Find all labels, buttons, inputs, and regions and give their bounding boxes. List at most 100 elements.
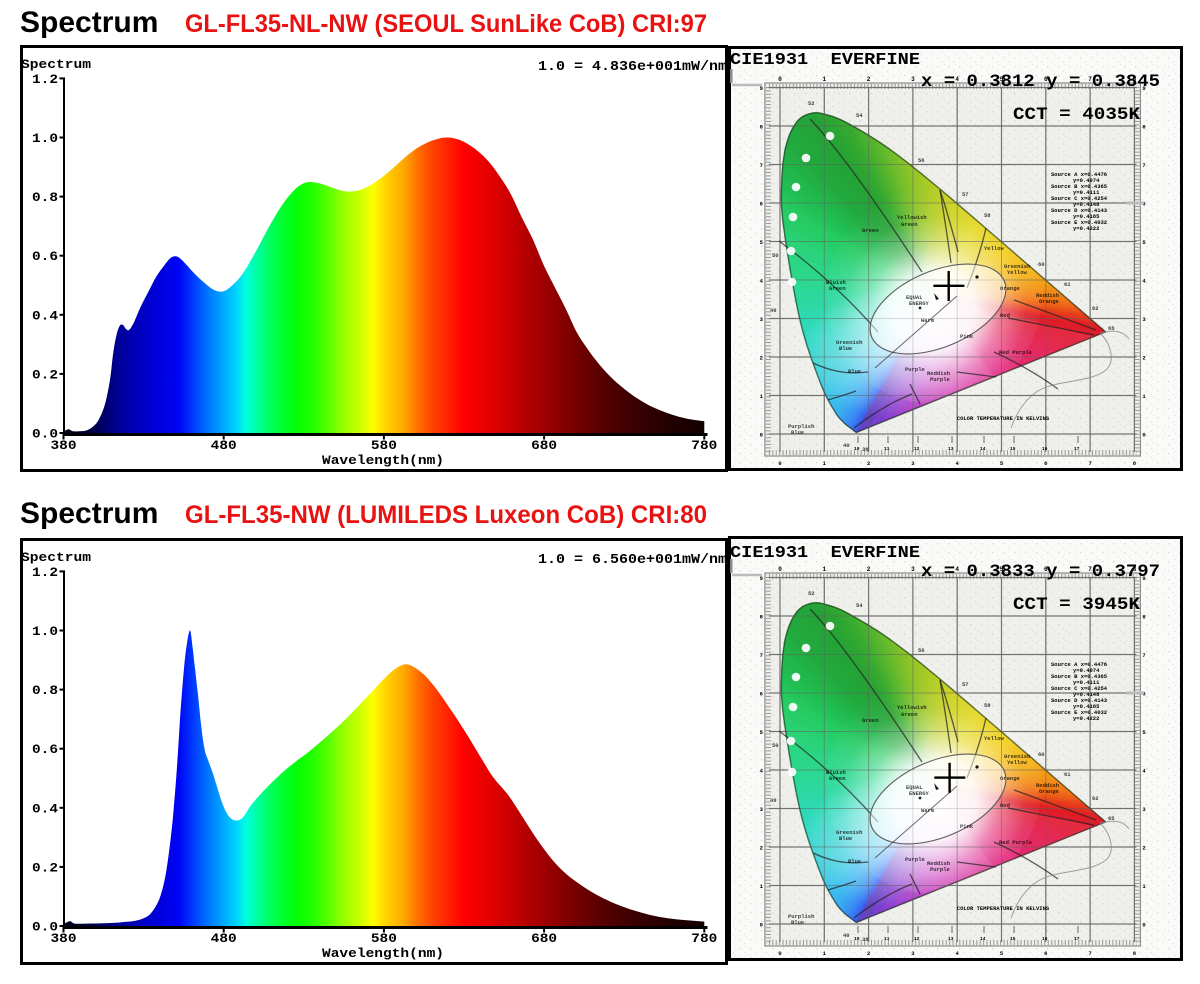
svg-text:y=0.4185: y=0.4185 [1073,703,1100,710]
svg-text:Purple: Purple [930,376,951,383]
svg-text:49: 49 [770,797,777,804]
svg-text:1: 1 [823,460,827,467]
svg-text:7: 7 [1142,652,1145,659]
svg-text:0: 0 [778,76,782,83]
svg-text:7: 7 [760,652,763,659]
svg-text:3: 3 [911,566,915,573]
svg-text:780: 780 [691,438,717,453]
svg-text:0.4: 0.4 [32,801,58,816]
svg-text:Yellowish: Yellowish [897,214,927,221]
svg-text:Warm: Warm [921,317,935,324]
svg-text:Green: Green [901,711,918,718]
svg-text:Green: Green [901,221,918,228]
svg-text:Source B x=0.4365: Source B x=0.4365 [1051,183,1108,190]
svg-text:Orange: Orange [1039,298,1060,305]
svg-text:y=0.4185: y=0.4185 [1073,213,1100,220]
svg-text:0: 0 [760,922,763,929]
svg-text:0: 0 [778,460,781,467]
svg-text:Source A x=0.4476: Source A x=0.4476 [1051,661,1107,668]
svg-text:Spectrum: Spectrum [20,6,158,39]
svg-text:4: 4 [956,460,960,467]
svg-text:2: 2 [867,460,870,467]
svg-text:Green: Green [862,717,879,724]
svg-text:580: 580 [371,931,397,946]
svg-text:61: 61 [1064,281,1071,288]
svg-text:3: 3 [760,316,764,323]
svg-text:Source A x=0.4476: Source A x=0.4476 [1051,171,1107,178]
svg-text:8: 8 [1133,460,1137,467]
svg-text:y=0.4222: y=0.4222 [1073,225,1099,232]
svg-text:380: 380 [51,931,77,946]
svg-text:12: 12 [914,446,920,452]
svg-text:11: 11 [884,446,890,452]
svg-text:Pink: Pink [960,823,974,830]
svg-text:4: 4 [760,278,764,285]
svg-text:y=0.4074: y=0.4074 [1073,177,1100,184]
svg-text:Yellow: Yellow [984,735,1005,742]
svg-text:Yellow: Yellow [984,245,1005,252]
svg-text:40: 40 [843,932,850,939]
svg-text:Source D x=0.4143: Source D x=0.4143 [1051,207,1108,214]
svg-text:1.2: 1.2 [32,565,58,580]
svg-text:0.4: 0.4 [32,308,58,323]
svg-text:Bluish: Bluish [826,769,846,776]
svg-text:Reddish: Reddish [927,370,950,377]
svg-text:2: 2 [760,355,763,362]
svg-text:CCT = 3945K: CCT = 3945K [1013,595,1141,615]
svg-text:10: 10 [854,446,860,452]
svg-text:8: 8 [1133,566,1137,573]
svg-text:Greenish: Greenish [1004,263,1030,270]
svg-text:0: 0 [1142,922,1145,929]
svg-text:2: 2 [760,845,763,852]
svg-text:y=0.4111: y=0.4111 [1073,679,1100,686]
svg-text:Bluish: Bluish [826,279,846,286]
svg-text:65: 65 [1108,815,1115,822]
svg-text:60: 60 [1038,751,1045,758]
svg-text:56: 56 [918,157,925,164]
svg-text:Orange: Orange [1039,788,1060,795]
svg-text:6: 6 [1044,950,1047,957]
svg-text:Reddish: Reddish [1036,292,1059,299]
svg-text:Yellow: Yellow [1007,269,1028,276]
svg-text:5: 5 [1000,566,1004,573]
svg-text:EQUAL: EQUAL [906,784,923,791]
svg-text:3: 3 [911,460,915,467]
svg-text:6: 6 [1044,76,1048,83]
svg-text:12: 12 [914,936,920,942]
svg-text:Blue: Blue [791,919,805,926]
svg-text:Green: Green [829,285,846,292]
svg-text:Source E x=0.4032: Source E x=0.4032 [1051,219,1107,226]
svg-text:Blue: Blue [848,858,862,865]
svg-text:x = 0.3833 y = 0.3797: x = 0.3833 y = 0.3797 [921,562,1160,582]
svg-text:7: 7 [1088,566,1092,573]
svg-text:GL-FL35-NW (LUMILEDS Luxeon Co: GL-FL35-NW (LUMILEDS Luxeon CoB) CRI:80 [185,501,707,529]
svg-text:Wavelength(nm): Wavelength(nm) [322,453,444,468]
svg-text:62: 62 [1092,305,1099,312]
svg-text:13: 13 [948,936,954,942]
svg-text:y=0.4148: y=0.4148 [1073,201,1100,208]
svg-text:y=0.4074: y=0.4074 [1073,667,1100,674]
svg-text:Spectrum: Spectrum [21,550,91,565]
svg-text:6: 6 [1142,691,1145,698]
svg-text:580: 580 [371,438,397,453]
svg-text:380: 380 [51,438,77,453]
svg-text:Red Purple: Red Purple [999,839,1033,846]
svg-text:680: 680 [531,438,557,453]
svg-text:57: 57 [962,681,969,688]
svg-text:61: 61 [1064,771,1071,778]
svg-text:CCT = 4035K: CCT = 4035K [1013,105,1141,125]
svg-text:14: 14 [980,446,986,452]
svg-text:1.0 = 4.836e+001mW/nm: 1.0 = 4.836e+001mW/nm [538,60,727,75]
svg-text:CIE1931 EVERFINE: CIE1931 EVERFINE [730,50,920,69]
svg-text:1: 1 [1142,393,1146,400]
svg-text:Reddish: Reddish [927,860,950,867]
svg-text:52: 52 [808,590,815,597]
svg-text:ENERGY: ENERGY [909,300,930,307]
svg-text:57: 57 [962,191,969,198]
svg-text:14: 14 [980,936,986,942]
svg-text:Greenish: Greenish [836,339,862,346]
svg-text:y=0.4111: y=0.4111 [1073,189,1100,196]
svg-text:8: 8 [760,614,764,621]
svg-text:3: 3 [911,950,915,957]
svg-text:4: 4 [1142,768,1146,775]
